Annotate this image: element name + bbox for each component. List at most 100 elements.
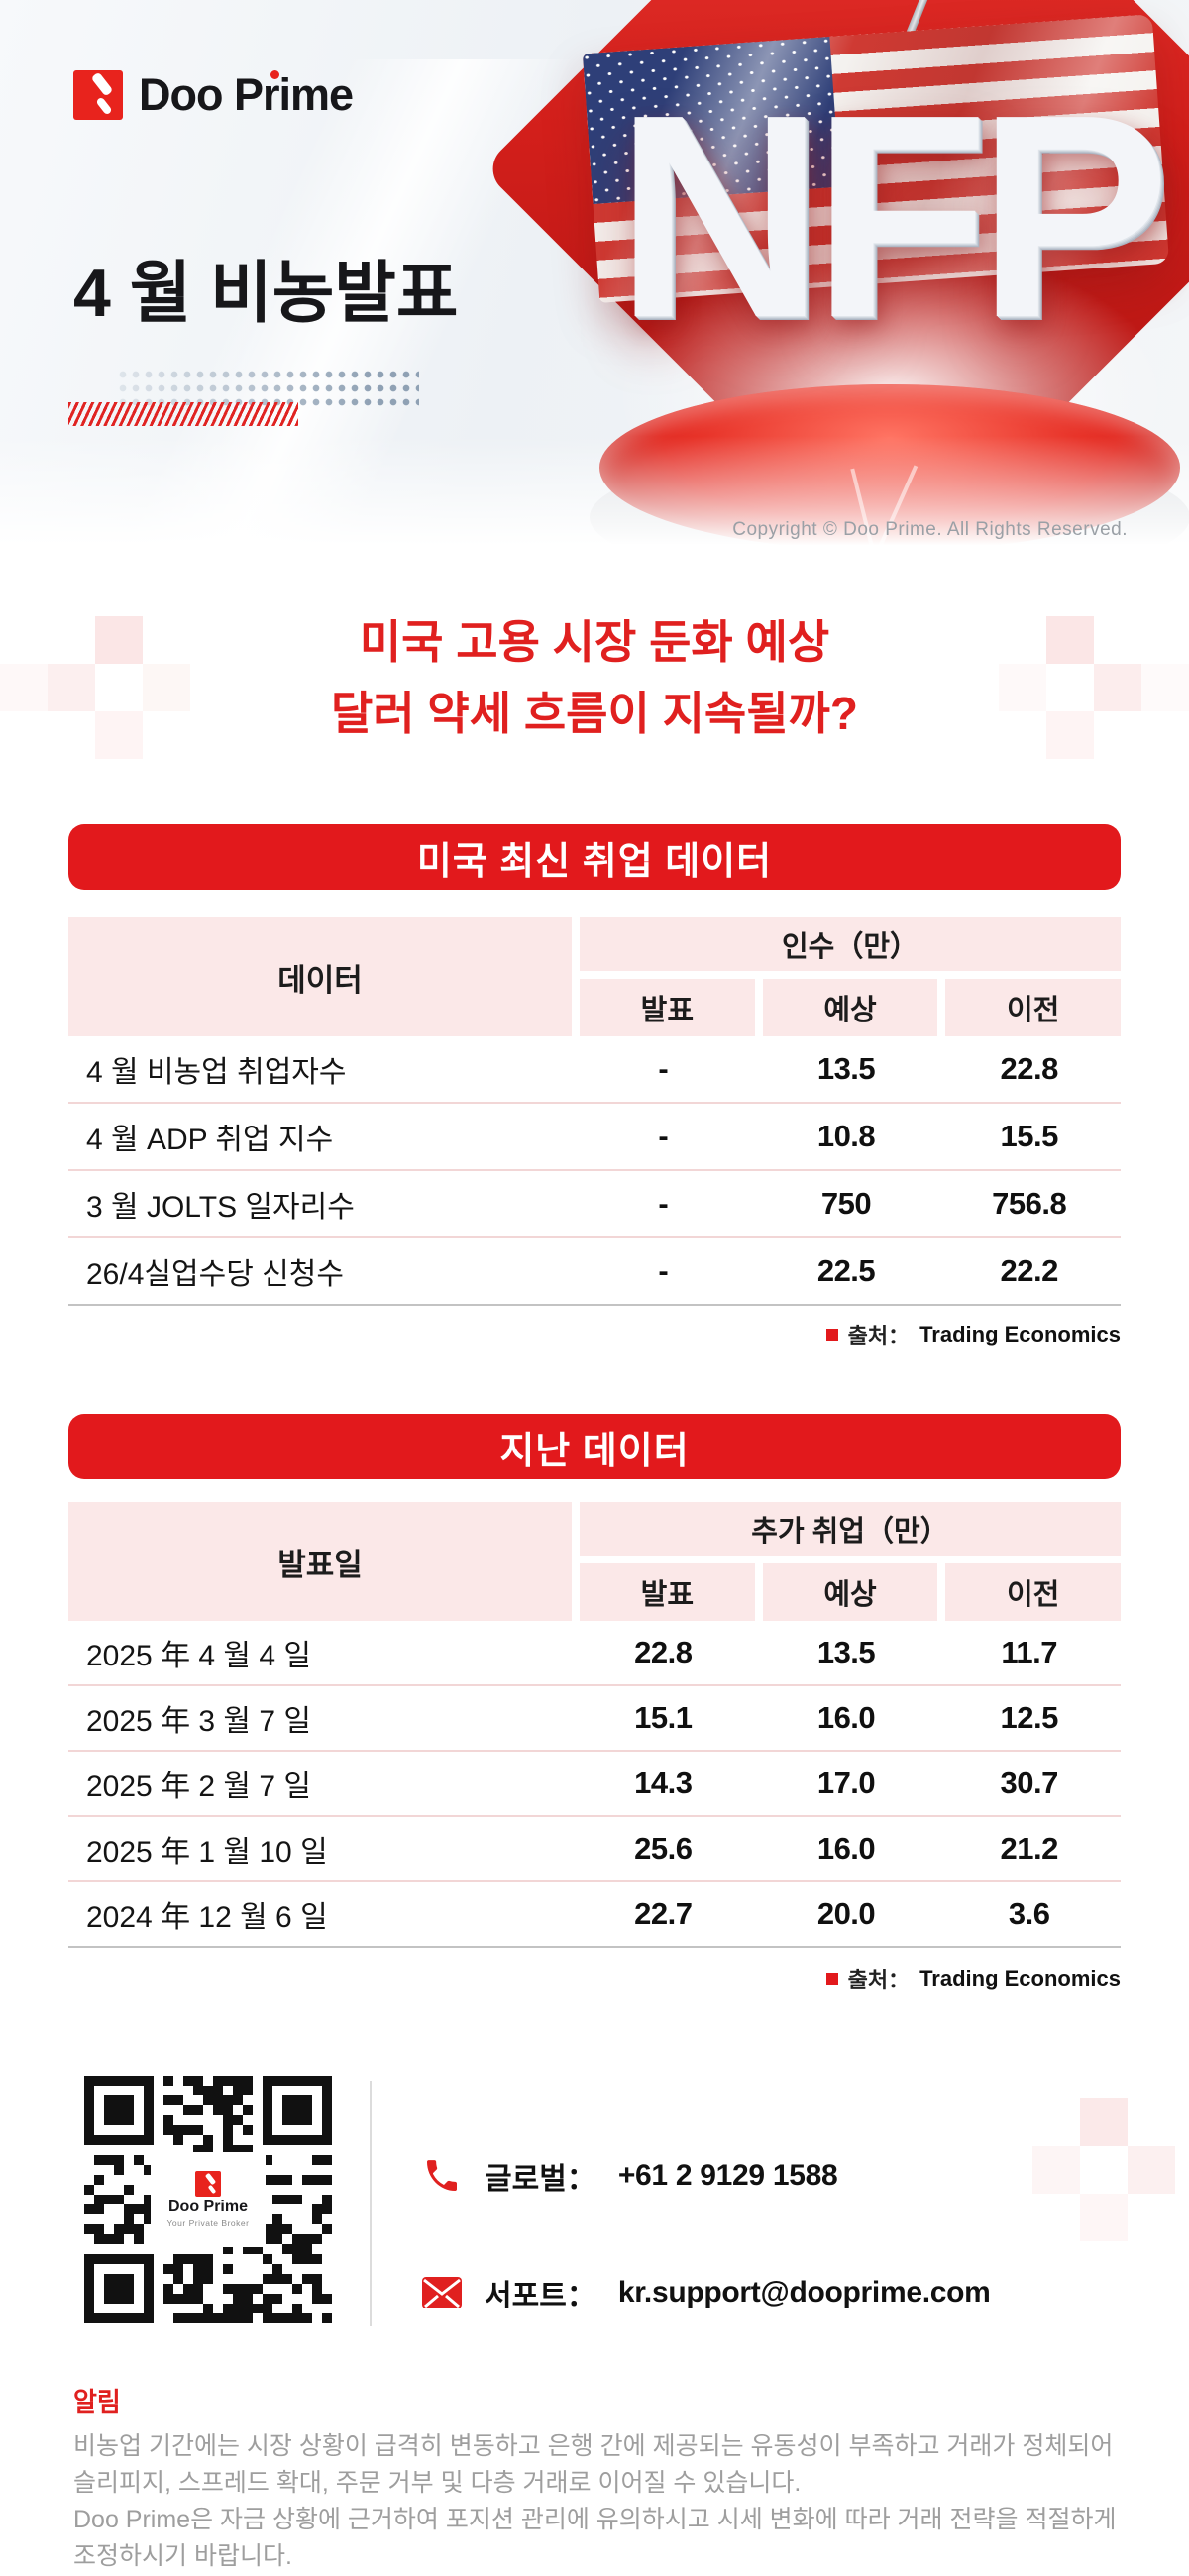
doo-prime-logo-text: Doo Prime (139, 69, 354, 120)
qr-brand-text: Doo Prime (167, 2199, 248, 2215)
checker-square (1046, 711, 1094, 759)
checker-square (1080, 2194, 1128, 2241)
row-label: 2025 年 4 월 4 일 (86, 1640, 311, 1672)
disclaimer-paragraph: Doo Prime은 자금 상황에 근거하여 포지션 관리에 유의하시고 시세 … (73, 2506, 1117, 2570)
source-note: 출처： Trading Economics (68, 1322, 1121, 1348)
table-row: 2025 年 2 월 7 일 14.3 17.0 30.7 (68, 1752, 1121, 1817)
disclaimer-title: 알림 (73, 2387, 121, 2416)
checker-square (1046, 616, 1094, 664)
row-value-actual: 22.7 (634, 1896, 693, 1931)
row-value-forecast: 13.5 (816, 1051, 876, 1086)
checker-square (1141, 664, 1189, 711)
row-value-actual: 22.8 (634, 1635, 693, 1669)
support-email-address: kr.support@dooprime.com (617, 2276, 991, 2308)
headline-line2: 달러 약세 흐름이 지속될까? (331, 688, 858, 739)
table-row: 4 월 비농업 취업자수 - 13.5 22.8 (68, 1036, 1121, 1104)
table-header: 데이터 인수（만） 발표 예상 이전 (68, 917, 1122, 1036)
table-body: 4 월 비농업 취업자수 - 13.5 22.8 4 월 ADP 취업 지수 -… (68, 1036, 1121, 1306)
contact-info: 글로벌： +61 2 9129 1588 서포트： kr.support@doo… (421, 2152, 991, 2316)
column-header-forecast: 예상 (762, 979, 938, 1036)
row-label: 2025 年 3 월 7 일 (86, 1705, 311, 1738)
table-row: 2024 年 12 월 6 일 22.7 20.0 3.6 (68, 1882, 1121, 1948)
disclaimer-paragraph: 비농업 기간에는 시장 상황이 급격히 변동하고 은행 간에 제공되는 유동성이… (73, 2432, 1114, 2497)
section-banner: 지난 데이터 (68, 1414, 1121, 1479)
row-value-previous: 21.2 (1000, 1831, 1059, 1866)
global-label: 글로벌： (485, 2163, 596, 2196)
hero-banner: NFP Doo Prime 4 월 비농발표 Copyright © Doo P… (0, 0, 1189, 555)
qr-tagline-text: Your Private Broker (166, 2218, 250, 2228)
row-value-previous: 12.5 (1000, 1700, 1059, 1735)
checker-square (95, 711, 143, 759)
phone-icon (421, 2155, 463, 2197)
hero-bottom-fade (0, 436, 1189, 555)
checker-square (1080, 2098, 1128, 2146)
source-value: Trading Economics (919, 1966, 1121, 1990)
row-value-forecast: 16.0 (816, 1700, 876, 1735)
row-value-actual: - (658, 1119, 669, 1153)
qr-finder-icon (263, 2076, 332, 2145)
row-value-previous: 15.5 (1000, 1119, 1059, 1153)
checker-square (48, 664, 95, 711)
row-value-actual: 15.1 (634, 1700, 693, 1735)
envelope-icon (421, 2272, 463, 2313)
red-hatch-bar (68, 402, 298, 426)
headline-line1: 미국 고용 시장 둔화 예상 (359, 616, 830, 668)
doo-prime-logo: Doo Prime (73, 69, 354, 121)
checker-square (999, 664, 1046, 711)
qr-modules (84, 2076, 332, 2323)
source-label: 출처： (847, 1324, 911, 1348)
row-value-actual: - (658, 1253, 669, 1288)
checker-square (143, 664, 190, 711)
page-title: 4 월 비농발표 (73, 256, 459, 331)
row-value-previous: 22.8 (1000, 1051, 1059, 1086)
source-note: 출처： Trading Economics (68, 1966, 1121, 1992)
table-row: 2025 年 3 월 7 일 15.1 16.0 12.5 (68, 1686, 1121, 1752)
row-value-actual: - (658, 1186, 669, 1221)
nfp-3d-text: NFP (615, 54, 1170, 377)
row-label: 4 월 ADP 취업 지수 (86, 1124, 334, 1156)
table-row: 2025 年 4 월 4 일 22.8 13.5 11.7 (68, 1621, 1121, 1686)
support-label: 서포트： (485, 2280, 596, 2312)
copyright-text: Copyright © Doo Prime. All Rights Reserv… (732, 519, 1128, 540)
column-header-data: 데이터 (68, 917, 572, 1036)
past-data-section: 지난 데이터 발표일 추가 취업（만） 발표 예상 이전 2025 年 4 월 … (68, 1414, 1122, 1992)
row-value-forecast: 17.0 (816, 1766, 876, 1800)
column-header-actual: 발표 (580, 1563, 755, 1621)
row-value-previous: 22.2 (1000, 1253, 1059, 1288)
row-value-forecast: 13.5 (816, 1635, 876, 1669)
checker-square (0, 664, 48, 711)
table-row: 2025 年 1 월 10 일 25.6 16.0 21.2 (68, 1817, 1121, 1882)
row-value-previous: 756.8 (992, 1186, 1067, 1221)
disclaimer-section: 알림 비농업 기간에는 시장 상황이 급격히 변동하고 은행 간에 제공되는 유… (73, 2382, 1122, 2575)
row-value-forecast: 22.5 (816, 1253, 876, 1288)
doo-prime-logo-icon (195, 2171, 221, 2197)
column-header-previous: 이전 (945, 979, 1122, 1036)
table-row: 3 월 JOLTS 일자리수 - 750 756.8 (68, 1171, 1121, 1238)
headline-question: 미국 고용 시장 둔화 예상 달러 약세 흐름이 지속될까? (0, 592, 1189, 749)
row-label: 26/4실업수당 신청수 (86, 1258, 344, 1291)
row-value-actual: 14.3 (634, 1766, 693, 1800)
column-header-actual: 발표 (580, 979, 755, 1036)
checker-square (1032, 2146, 1080, 2194)
qr-finder-icon (84, 2076, 154, 2145)
column-header-date: 발표일 (68, 1502, 572, 1621)
row-value-forecast: 16.0 (816, 1831, 876, 1866)
row-value-actual: - (658, 1051, 669, 1086)
column-header-previous: 이전 (945, 1563, 1122, 1621)
source-value: Trading Economics (919, 1322, 1121, 1346)
row-label: 3 월 JOLTS 일자리수 (86, 1191, 355, 1224)
row-label: 2025 年 1 월 10 일 (86, 1836, 328, 1869)
row-value-forecast: 10.8 (816, 1119, 876, 1153)
support-email-row: 서포트： kr.support@dooprime.com (421, 2269, 991, 2316)
source-label: 출처： (847, 1968, 911, 1992)
row-value-previous: 3.6 (1008, 1896, 1050, 1931)
column-group-header: 인수（만） (580, 917, 1121, 971)
doo-prime-logo-icon (73, 70, 123, 120)
global-phone-row: 글로벌： +61 2 9129 1588 (421, 2152, 991, 2200)
section-banner: 미국 최신 취업 데이터 (68, 824, 1121, 890)
logo-i-dot (270, 70, 280, 79)
row-label: 2024 年 12 월 6 일 (86, 1901, 328, 1934)
checker-square (1094, 664, 1141, 711)
global-phone-number: +61 2 9129 1588 (617, 2159, 838, 2192)
